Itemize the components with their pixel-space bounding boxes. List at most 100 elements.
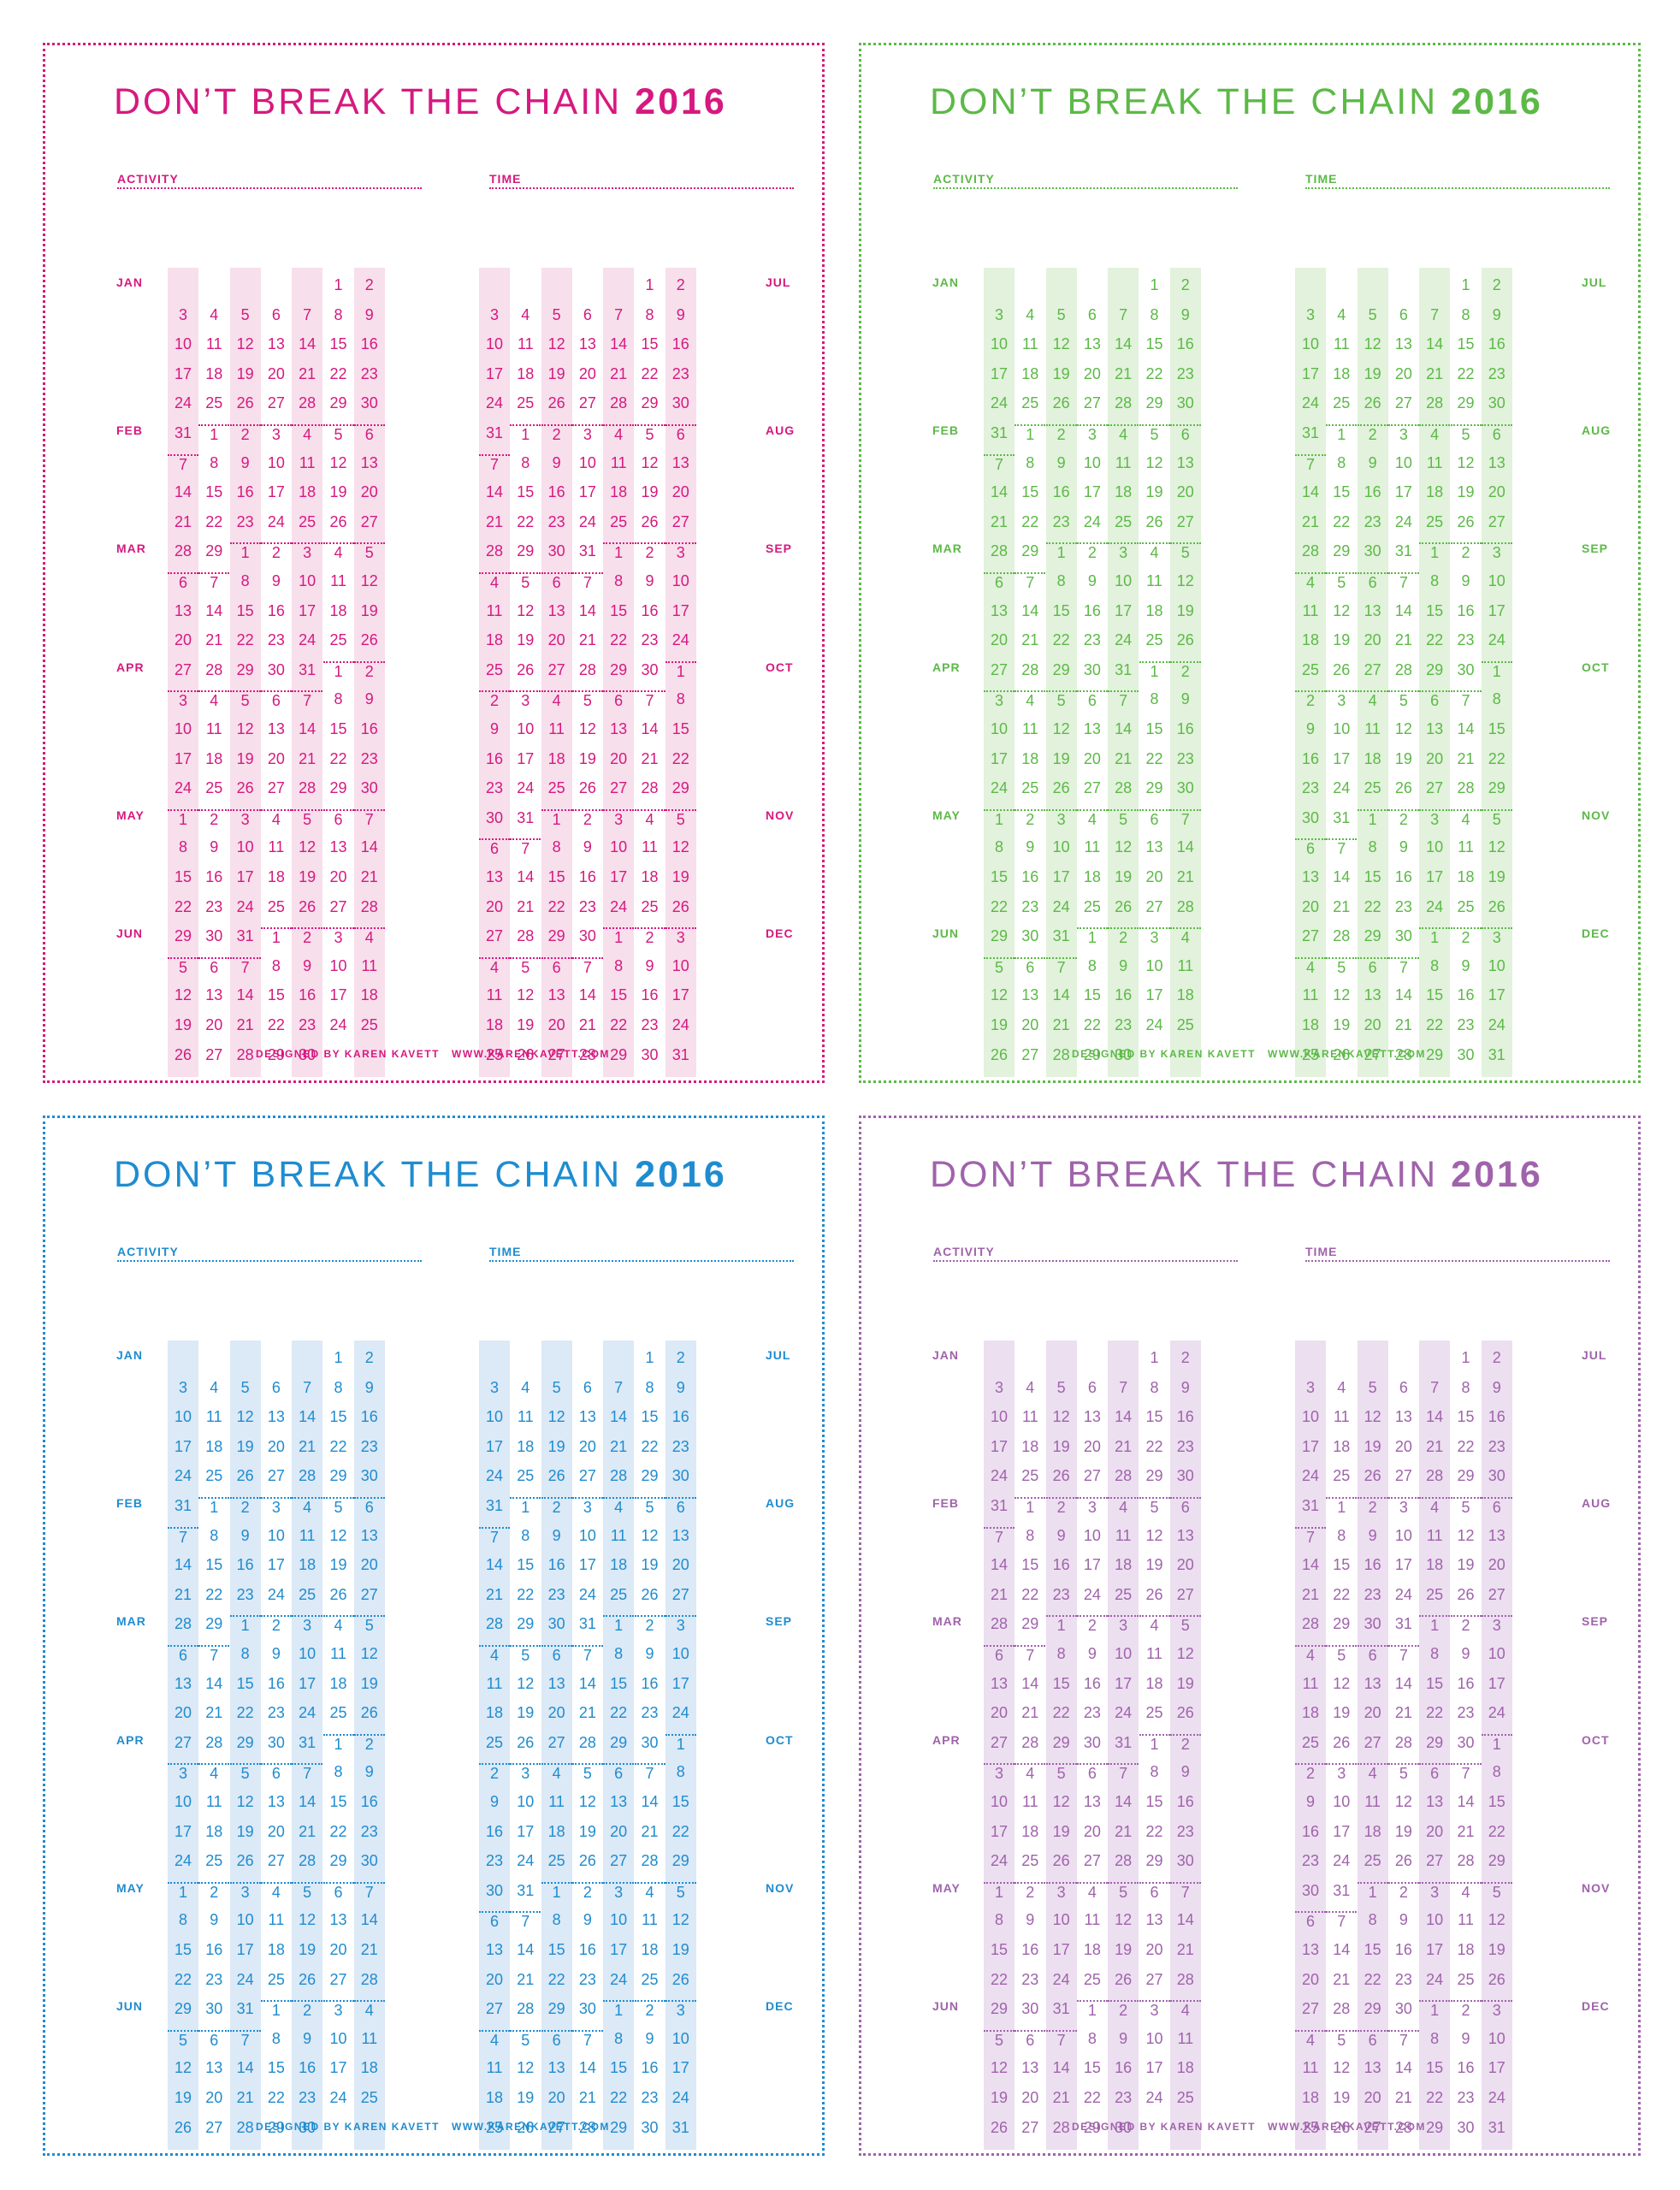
day-cell[interactable]: 11 [486,2059,503,2077]
day-cell[interactable]: 26 [1488,1970,1505,1988]
day-cell[interactable]: 22 [517,512,535,530]
day-cell[interactable]: 3 [229,808,261,828]
day-cell[interactable]: 11 [610,453,627,471]
day-cell[interactable]: 19 [1364,1437,1381,1455]
day-cell[interactable]: 22 [1083,2089,1101,2106]
day-cell[interactable]: 18 [517,1437,535,1455]
day-cell[interactable]: 5 [1108,1881,1139,1901]
day-cell[interactable]: 8 [1056,572,1066,589]
day-cell[interactable]: 17 [267,1556,285,1574]
day-cell[interactable]: 5 [1045,1763,1077,1782]
day-cell[interactable]: 20 [547,1016,565,1033]
day-cell[interactable]: 14 [578,1674,596,1692]
day-cell[interactable]: 6 [271,305,281,323]
day-cell[interactable]: 31 [299,660,316,678]
day-cell[interactable]: 13 [360,1526,378,1544]
day-cell[interactable]: 28 [299,779,316,797]
day-cell[interactable]: 8 [178,1911,187,1929]
day-cell[interactable]: 2 [676,1349,685,1366]
day-cell[interactable]: 23 [485,779,504,797]
day-cell[interactable]: 2 [260,1615,292,1634]
day-cell[interactable]: 27 [1488,512,1505,530]
day-cell[interactable]: 23 [641,631,659,649]
day-cell[interactable]: 18 [1301,2089,1320,2106]
day-cell[interactable]: 13 [1083,720,1101,737]
day-cell[interactable]: 10 [990,1408,1009,1426]
day-cell[interactable]: 21 [205,1704,223,1722]
day-cell[interactable]: 7 [1387,1645,1419,1664]
day-cell[interactable]: 12 [1052,720,1070,737]
day-cell[interactable]: 10 [517,1793,535,1810]
day-cell[interactable]: 28 [205,660,223,678]
day-cell[interactable]: 29 [329,1467,347,1485]
day-cell[interactable]: 2 [353,1733,385,1753]
day-cell[interactable]: 16 [671,1408,689,1426]
day-cell[interactable]: 16 [641,601,659,619]
day-cell[interactable]: 24 [1394,512,1412,530]
day-cell[interactable]: 11 [548,1793,565,1810]
day-cell[interactable]: 14 [641,720,659,737]
day-cell[interactable]: 7 [1045,956,1077,976]
day-cell[interactable]: 8 [614,1645,624,1662]
day-cell[interactable]: 5 [1045,690,1077,709]
day-cell[interactable]: 23 [1457,2089,1475,2106]
day-cell[interactable]: 26 [299,897,316,915]
day-cell[interactable]: 12 [641,453,659,471]
day-cell[interactable]: 8 [334,1378,343,1396]
day-cell[interactable]: 1 [1461,276,1470,293]
day-cell[interactable]: 8 [178,838,187,856]
day-cell[interactable]: 1 [322,660,354,680]
day-cell[interactable]: 16 [1364,483,1381,501]
day-cell[interactable]: 19 [236,1437,254,1455]
day-cell[interactable]: 14 [1394,986,1412,1004]
day-cell[interactable]: 19 [1488,868,1505,885]
day-cell[interactable]: 7 [292,690,323,709]
day-cell[interactable]: 1 [322,1733,354,1753]
day-cell[interactable]: 10 [1426,1911,1444,1929]
day-cell[interactable]: 21 [610,1437,628,1455]
day-cell[interactable]: 25 [329,1704,347,1722]
day-cell[interactable]: 28 [578,1045,596,1063]
day-cell[interactable]: 5 [1169,1615,1201,1634]
day-cell[interactable]: 25 [485,1733,504,1751]
day-cell[interactable]: 26 [236,1467,254,1485]
day-cell[interactable]: 5 [1056,1378,1066,1396]
day-cell[interactable]: 5 [984,2029,1015,2049]
day-cell[interactable]: 19 [1052,364,1070,382]
day-cell[interactable]: 22 [329,749,347,767]
day-cell[interactable]: 15 [1021,1556,1039,1574]
day-cell[interactable]: 13 [578,335,596,353]
day-cell[interactable]: 30 [578,2000,596,2018]
day-cell[interactable]: 29 [1426,1045,1444,1063]
day-cell[interactable]: 18 [267,1941,285,1958]
day-cell[interactable]: 20 [990,631,1009,649]
day-cell[interactable]: 30 [1176,394,1194,412]
day-cell[interactable]: 2 [676,276,685,293]
day-cell[interactable]: 9 [583,838,592,856]
day-cell[interactable]: 4 [634,1881,665,1901]
day-cell[interactable]: 7 [479,1526,510,1546]
day-cell[interactable]: 8 [1368,838,1377,856]
day-cell[interactable]: 11 [1115,453,1132,471]
day-cell[interactable]: 19 [547,364,565,382]
day-cell[interactable]: 2 [1450,542,1482,561]
day-cell[interactable]: 14 [1301,483,1320,501]
day-cell[interactable]: 5 [1387,690,1419,709]
day-cell[interactable]: 28 [578,1733,596,1751]
day-cell[interactable]: 7 [634,1763,665,1782]
day-cell[interactable]: 25 [1083,1970,1101,1988]
day-cell[interactable]: 3 [229,1881,261,1901]
day-cell[interactable]: 1 [168,1881,198,1901]
day-cell[interactable]: 13 [360,453,378,471]
day-cell[interactable]: 17 [671,601,689,619]
day-cell[interactable]: 14 [299,335,316,353]
day-cell[interactable]: 29 [990,927,1009,945]
day-cell[interactable]: 26 [641,512,659,530]
day-cell[interactable]: 3 [168,690,198,709]
day-cell[interactable]: 24 [990,1467,1009,1485]
day-cell[interactable]: 10 [299,1645,316,1662]
day-cell[interactable]: 13 [205,2059,223,2077]
day-cell[interactable]: 28 [299,394,316,412]
day-cell[interactable]: 1 [541,808,572,828]
day-cell[interactable]: 1 [229,1615,261,1634]
